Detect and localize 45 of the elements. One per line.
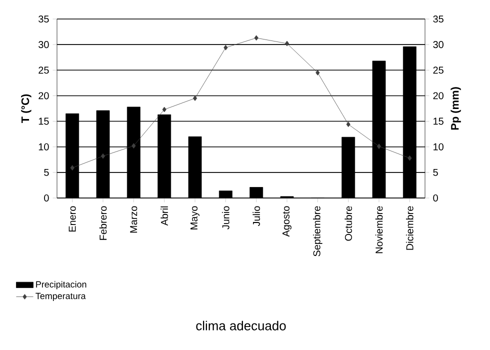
x-tick-label: Noviembre: [375, 206, 383, 254]
text: clima adecuado: [196, 320, 286, 330]
y-tick-label: 10: [38, 143, 49, 150]
y-tick-label: 35: [38, 15, 49, 23]
y-tick-label: 15: [38, 118, 49, 125]
y-tick-label: 5: [44, 168, 49, 176]
point: [254, 35, 258, 41]
y2-tick-label: 30: [433, 41, 444, 48]
x-tick-label: Agosto: [282, 206, 292, 237]
legend-label: Precipitacion: [36, 280, 86, 290]
point: [376, 144, 382, 150]
y-tick-label: 25: [38, 66, 49, 74]
point: [162, 106, 166, 112]
y2-tick-label: 5: [433, 168, 438, 176]
y-tick-label: 30: [38, 41, 49, 48]
point: [316, 70, 320, 76]
x-tick-label: Julio: [252, 206, 260, 226]
y2-tick-label: 35: [433, 15, 444, 23]
point: [132, 143, 136, 149]
x-tick-label: Febrero: [99, 206, 107, 240]
y-tick-label: 0: [44, 194, 49, 202]
point: [70, 165, 74, 171]
y-tick-label: 20: [38, 92, 49, 100]
point: [346, 122, 350, 128]
y2-tick-label: 10: [434, 143, 444, 150]
x-tick-label: Septiembre: [313, 206, 322, 256]
x-tick-label: Mayo: [190, 206, 200, 230]
legend-label: Temperatura: [36, 292, 86, 301]
y2-tick-label: 0: [433, 194, 438, 202]
x-tick-label: Marzo: [130, 206, 138, 233]
x-tick-label: Diciembre: [406, 206, 414, 250]
x-tick-label: Enero: [68, 206, 76, 232]
x-tick-label: Junio: [222, 206, 230, 230]
point: [224, 44, 228, 50]
point: [192, 96, 198, 101]
x-tick-label: Abril: [160, 206, 168, 226]
y2-tick-label: 25: [433, 66, 444, 74]
point: [100, 153, 106, 159]
y2-tick-label: 20: [433, 92, 444, 100]
y2-tick-label: 15: [434, 118, 444, 125]
point: [408, 155, 412, 161]
point: [284, 40, 290, 46]
y-axis-title: T (°C): [21, 94, 32, 124]
x-tick-label: Octubre: [344, 206, 352, 241]
y2-axis-title: Pp (mm): [450, 87, 461, 130]
